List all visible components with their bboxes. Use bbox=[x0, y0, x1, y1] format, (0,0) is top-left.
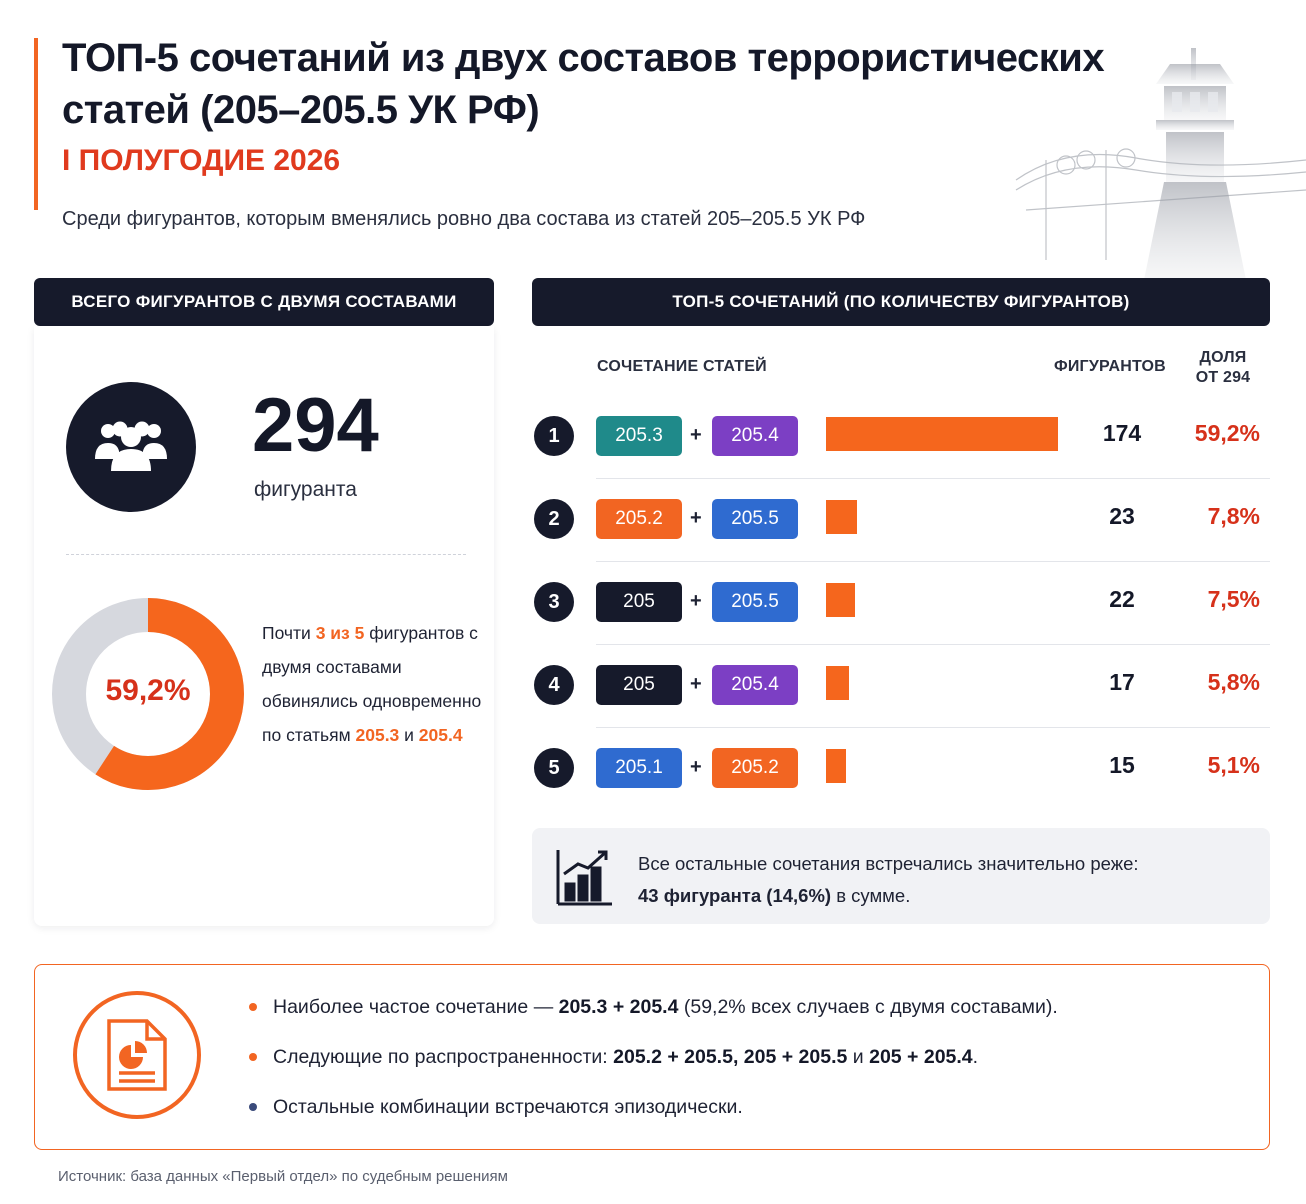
plus-sign: + bbox=[690, 424, 702, 446]
report-icon bbox=[73, 991, 201, 1119]
article-pill-a: 205 bbox=[596, 582, 682, 622]
donut-percent: 59,2% bbox=[105, 674, 191, 707]
article-pill-b: 205.5 bbox=[712, 582, 798, 622]
summary-text: (59,2% всех случаев с двумя составами). bbox=[678, 996, 1058, 1018]
plus-sign: + bbox=[690, 673, 702, 695]
desc-text: фигурантов с двумя составами обвинялись … bbox=[262, 623, 482, 745]
summary-bold: 205.2 + 205.5 bbox=[613, 1046, 733, 1068]
count-value: 22 bbox=[1109, 586, 1135, 612]
page-title: ТОП-5 сочетаний из двух составов террори… bbox=[62, 36, 1105, 132]
count-value: 174 bbox=[1102, 420, 1142, 446]
plus-sign: + bbox=[690, 590, 702, 612]
count-value: 15 bbox=[1109, 752, 1135, 778]
plus-sign: + bbox=[690, 507, 702, 529]
count-value: 17 bbox=[1109, 669, 1135, 695]
total-label: фигуранта bbox=[254, 478, 357, 501]
table-row: 1 205.3 +205.4 174 59,2% bbox=[534, 396, 1270, 478]
share-value: 5,1% bbox=[1207, 752, 1260, 778]
value-bar bbox=[826, 749, 846, 783]
desc-highlight: 205.4 bbox=[418, 725, 463, 745]
summary-text: Наиболее частое сочетание — bbox=[273, 996, 559, 1018]
source-note: Источник: база данных «Первый отдел» по … bbox=[58, 1168, 508, 1185]
left-panel-heading: ВСЕГО ФИГУРАНТОВ С ДВУМЯ СОСТАВАМИ bbox=[34, 278, 494, 326]
table-row: 3 205 +205.5 22 7,5% bbox=[534, 562, 1270, 644]
share-value: 7,8% bbox=[1207, 503, 1260, 529]
article-pill-a: 205 bbox=[596, 665, 682, 705]
right-panel-heading: ТОП-5 СОЧЕТАНИЙ (ПО КОЛИЧЕСТВУ ФИГУРАНТО… bbox=[532, 278, 1270, 326]
watchtower-illustration bbox=[1015, 48, 1306, 280]
share-value: 7,5% bbox=[1207, 586, 1260, 612]
article-pill-a: 205.1 bbox=[596, 748, 682, 788]
rank-badge: 5 bbox=[534, 748, 574, 788]
summary-text: . bbox=[972, 1046, 979, 1068]
note-line1: Все остальные сочетания встречались знач… bbox=[638, 853, 1139, 874]
desc-text: Почти bbox=[262, 623, 316, 643]
col-share-header: ДОЛЯ ОТ 294 bbox=[1190, 348, 1256, 388]
summary-bold: 205.3 + 205.4 bbox=[558, 996, 679, 1018]
col-share-line1: ДОЛЯ bbox=[1199, 349, 1247, 366]
value-bar bbox=[826, 417, 1058, 451]
people-icon bbox=[66, 382, 196, 512]
article-pill-a: 205.2 bbox=[596, 499, 682, 539]
article-pill-b: 205.4 bbox=[712, 416, 798, 456]
value-bar bbox=[826, 583, 855, 617]
share-value: 59,2% bbox=[1194, 420, 1260, 446]
count-value: 23 bbox=[1109, 503, 1135, 529]
row-divider bbox=[596, 478, 1270, 479]
table-row: 4 205 +205.4 17 5,8% bbox=[534, 645, 1270, 727]
article-pill-b: 205.2 bbox=[712, 748, 798, 788]
row-divider bbox=[596, 561, 1270, 562]
row-divider bbox=[596, 727, 1270, 728]
summary-item: Следующие по распространенности: 205.2 +… bbox=[249, 1045, 1058, 1069]
summary-text: Остальные комбинации встречаются эпизоди… bbox=[273, 1096, 743, 1118]
chart-growth-icon bbox=[556, 850, 612, 906]
summary-box: Наиболее частое сочетание — 205.3 + 205.… bbox=[34, 964, 1270, 1150]
rank-badge: 3 bbox=[534, 582, 574, 622]
share-value: 5,8% bbox=[1207, 669, 1260, 695]
note-line2: 43 фигуранта (14,6%) в сумме. bbox=[638, 880, 1139, 912]
value-bar bbox=[826, 500, 857, 534]
rank-badge: 1 bbox=[534, 416, 574, 456]
accent-bar bbox=[34, 38, 38, 210]
table-row: 5 205.1 +205.2 15 5,1% bbox=[534, 728, 1270, 810]
summary-text: Следующие по распространенности: bbox=[273, 1046, 614, 1068]
article-pill-a: 205.3 bbox=[596, 416, 682, 456]
period-label: I ПОЛУГОДИЕ 2026 bbox=[62, 144, 341, 177]
article-pill-b: 205.4 bbox=[712, 665, 798, 705]
rank-badge: 4 bbox=[534, 665, 574, 705]
summary-bold: 205 + 205.4 bbox=[869, 1046, 973, 1068]
row-divider bbox=[596, 644, 1270, 645]
plus-sign: + bbox=[690, 756, 702, 778]
donut-arc bbox=[52, 598, 244, 790]
donut-description: Почти 3 из 5 фигурантов с двумя составам… bbox=[262, 616, 492, 752]
col-combo-header: СОЧЕТАНИЕ СТАТЕЙ bbox=[597, 358, 767, 375]
note-text: Все остальные сочетания встречались знач… bbox=[638, 848, 1139, 912]
article-pill-b: 205.5 bbox=[712, 499, 798, 539]
summary-item: Остальные комбинации встречаются эпизоди… bbox=[249, 1095, 1058, 1119]
desc-highlight: 3 из 5 bbox=[315, 623, 365, 643]
summary-bold: 205 + 205.5 bbox=[743, 1046, 848, 1068]
value-bar bbox=[826, 666, 849, 700]
total-number: 294 bbox=[252, 383, 379, 468]
col-count-header: ФИГУРАНТОВ bbox=[1054, 358, 1166, 375]
col-share-line2: ОТ 294 bbox=[1195, 369, 1251, 386]
rank-badge: 2 bbox=[534, 499, 574, 539]
donut-chart bbox=[52, 598, 244, 790]
summary-sep: , bbox=[732, 1046, 744, 1068]
page-subtitle: Среди фигурантов, которым вменялись ровн… bbox=[62, 208, 866, 230]
desc-highlight: 205.3 bbox=[355, 725, 400, 745]
note-box: Все остальные сочетания встречались знач… bbox=[532, 828, 1270, 924]
note-bold: 43 фигуранта (14,6%) bbox=[638, 885, 832, 906]
desc-text: и bbox=[399, 725, 419, 745]
divider bbox=[66, 554, 466, 555]
note-rest: в сумме. bbox=[831, 885, 911, 906]
table-row: 2 205.2 +205.5 23 7,8% bbox=[534, 479, 1270, 561]
summary-sep: и bbox=[847, 1046, 870, 1068]
summary-item: Наиболее частое сочетание — 205.3 + 205.… bbox=[249, 995, 1058, 1019]
total-card: 294 фигуранта 59,2% Почти 3 из 5 фигуран… bbox=[34, 326, 494, 926]
summary-list: Наиболее частое сочетание — 205.3 + 205.… bbox=[249, 995, 1058, 1145]
